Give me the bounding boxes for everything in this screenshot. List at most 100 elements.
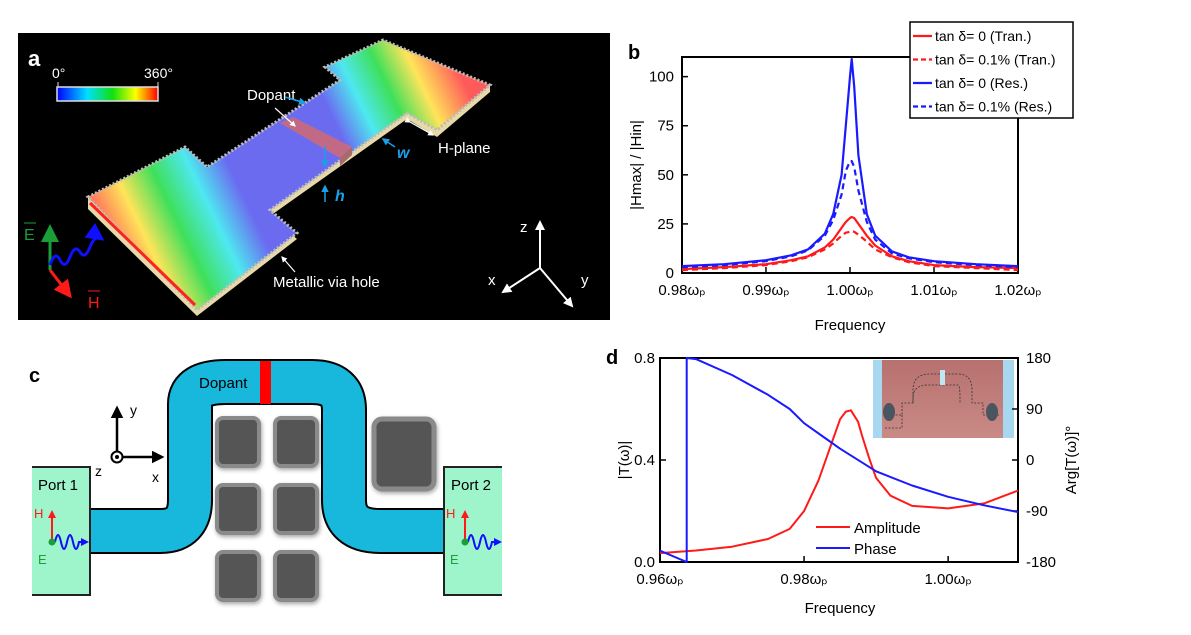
- phase-colorbar: [56, 86, 159, 102]
- via-hole-label: Metallic via hole: [273, 274, 380, 291]
- y-tick-label-d: 0.4: [634, 452, 655, 469]
- panel-a-label: a: [28, 46, 41, 71]
- port-2-label: Port 2: [451, 477, 491, 494]
- h-plane-label: H-plane: [438, 140, 491, 157]
- y-tick-label-b: 75: [657, 118, 674, 135]
- x-tick-label-b: 0.98ωₚ: [658, 282, 705, 299]
- port-2: [443, 466, 502, 596]
- pillar: [215, 550, 261, 602]
- y-axis-label-d: |T(ω)|: [616, 441, 633, 480]
- y2-tick-label-d: -180: [1026, 554, 1056, 571]
- port-2-box: [444, 467, 502, 595]
- y-tick-label-b: 50: [657, 167, 674, 184]
- x-axis-label-b: Frequency: [815, 317, 886, 334]
- legend-entry-d: Phase: [854, 541, 897, 558]
- pillar-large: [371, 416, 437, 492]
- legend-b: tan δ= 0 (Tran.) tan δ= 0.1% (Tran.) tan δ…: [909, 21, 1074, 119]
- port-1: [32, 466, 91, 596]
- pillar: [273, 550, 319, 602]
- port-1-e-label: E: [38, 552, 47, 567]
- x-tick-label-b: 0.99ωₚ: [742, 282, 789, 299]
- axis-z-label-c: z: [95, 463, 102, 479]
- photo-connector-left: [883, 403, 895, 421]
- photo-connector-right: [986, 403, 998, 421]
- via-hole-arrow: [281, 256, 296, 273]
- y-tick-label-d: 0.0: [634, 554, 655, 571]
- legend-entry-b: tan δ= 0 (Res.): [935, 75, 1028, 91]
- port-2-e-label: E: [450, 552, 459, 567]
- dopant-block-side: [340, 147, 352, 166]
- e-field-label: E: [24, 227, 35, 244]
- xyz-axes-icon-c: [110, 405, 165, 464]
- dopant-segment: [260, 361, 271, 404]
- axis-z-label: z: [520, 219, 528, 236]
- axis-y-label: y: [581, 272, 589, 289]
- panel-d-chart: d 0.96ωₚ 0.98ωₚ 1.00ωₚ 0.0 0.4 0.8 -180 -90 0 90 1…: [606, 347, 1080, 617]
- height-label: h: [335, 188, 345, 205]
- dopant-pointer-arrow: [284, 96, 307, 105]
- x-tick-label-b: 1.02ωₚ: [994, 282, 1041, 299]
- width-label: w: [397, 145, 411, 162]
- input-port-edge: [88, 201, 197, 307]
- photo-dopant: [940, 370, 945, 385]
- panel-d-label: d: [606, 347, 618, 369]
- width-arrow: [381, 138, 396, 148]
- dopant-arrow: [274, 107, 296, 127]
- legend-entry-b: tan δ= 0.1% (Tran.): [935, 52, 1056, 68]
- legend-box-b: [909, 21, 1074, 119]
- y-tick-label-b: 100: [649, 69, 674, 86]
- dopant-block: [280, 117, 352, 158]
- pillar: [215, 483, 261, 535]
- series-line-b-3: [681, 160, 1019, 269]
- series-line-b-1: [681, 229, 1019, 272]
- panel-a: a 0° 360° Dopant H-plane w h Metallic vi…: [18, 33, 610, 320]
- x-tick-label-d: 0.98ωₚ: [780, 571, 827, 588]
- xyz-axes-icon: [501, 220, 574, 308]
- port-1-box: [32, 467, 90, 595]
- y2-tick-label-d: -90: [1026, 503, 1048, 520]
- port-1-h-label: H: [34, 506, 43, 521]
- y2-tick-label-d: 90: [1026, 401, 1043, 418]
- colorbar-max-label: 360°: [144, 65, 173, 81]
- h-field-label: H: [88, 295, 100, 312]
- axis-x-label-c: x: [152, 469, 159, 485]
- axis-y-label-c: y: [130, 402, 137, 418]
- legend-d: Amplitude Phase: [816, 520, 921, 558]
- panel-b-label: b: [628, 42, 640, 64]
- colorbar-min-label: 0°: [52, 65, 65, 81]
- y2-axis-label-d: Arg[T(ω)]°: [1063, 426, 1080, 495]
- legend-entry-b: tan δ= 0.1% (Res.): [935, 99, 1052, 115]
- pillar: [273, 483, 319, 535]
- waveguide-field-map: [85, 38, 493, 313]
- port-1-label: Port 1: [38, 477, 78, 494]
- dopant-label: Dopant: [247, 87, 296, 104]
- y-tick-label-d: 0.8: [634, 350, 655, 367]
- y-tick-label-b: 25: [657, 216, 674, 233]
- h-plane-arrow: [404, 117, 435, 136]
- axis-x-label: x: [488, 272, 496, 289]
- x-tick-label-d: 0.96ωₚ: [636, 571, 683, 588]
- x-tick-label-d: 1.00ωₚ: [924, 571, 971, 588]
- legend-entry-d: Amplitude: [854, 520, 921, 537]
- series-line-d-0: [659, 409, 1019, 555]
- y2-tick-label-d: 180: [1026, 350, 1051, 367]
- panel-c-label: c: [29, 365, 40, 387]
- x-tick-label-b: 1.00ωₚ: [826, 282, 873, 299]
- x-tick-label-b: 1.01ωₚ: [910, 282, 957, 299]
- field-vectors-icon: [41, 222, 105, 299]
- series-line-b-0: [681, 215, 1019, 271]
- port-2-h-label: H: [446, 506, 455, 521]
- series-line-d-1: [659, 357, 1019, 563]
- sample-photo-inset: [873, 360, 1014, 438]
- panel-c: c Dopant Port 1 Port 2 H: [29, 359, 502, 602]
- port-2-field-icon: [461, 510, 502, 550]
- y-tick-label-b: 0: [666, 265, 674, 282]
- port-1-field-icon: [48, 510, 89, 550]
- legend-entry-b: tan δ= 0 (Tran.): [935, 28, 1031, 44]
- y2-tick-label-d: 0: [1026, 452, 1034, 469]
- pillar: [273, 416, 319, 468]
- pillar: [215, 416, 261, 468]
- panel-b-chart: b 0.98ωₚ 0.99ωₚ 1.00ωₚ 1.01ωₚ 1.02ωₚ 0 25 50 75 1…: [628, 21, 1074, 334]
- pillar-array: [215, 416, 437, 602]
